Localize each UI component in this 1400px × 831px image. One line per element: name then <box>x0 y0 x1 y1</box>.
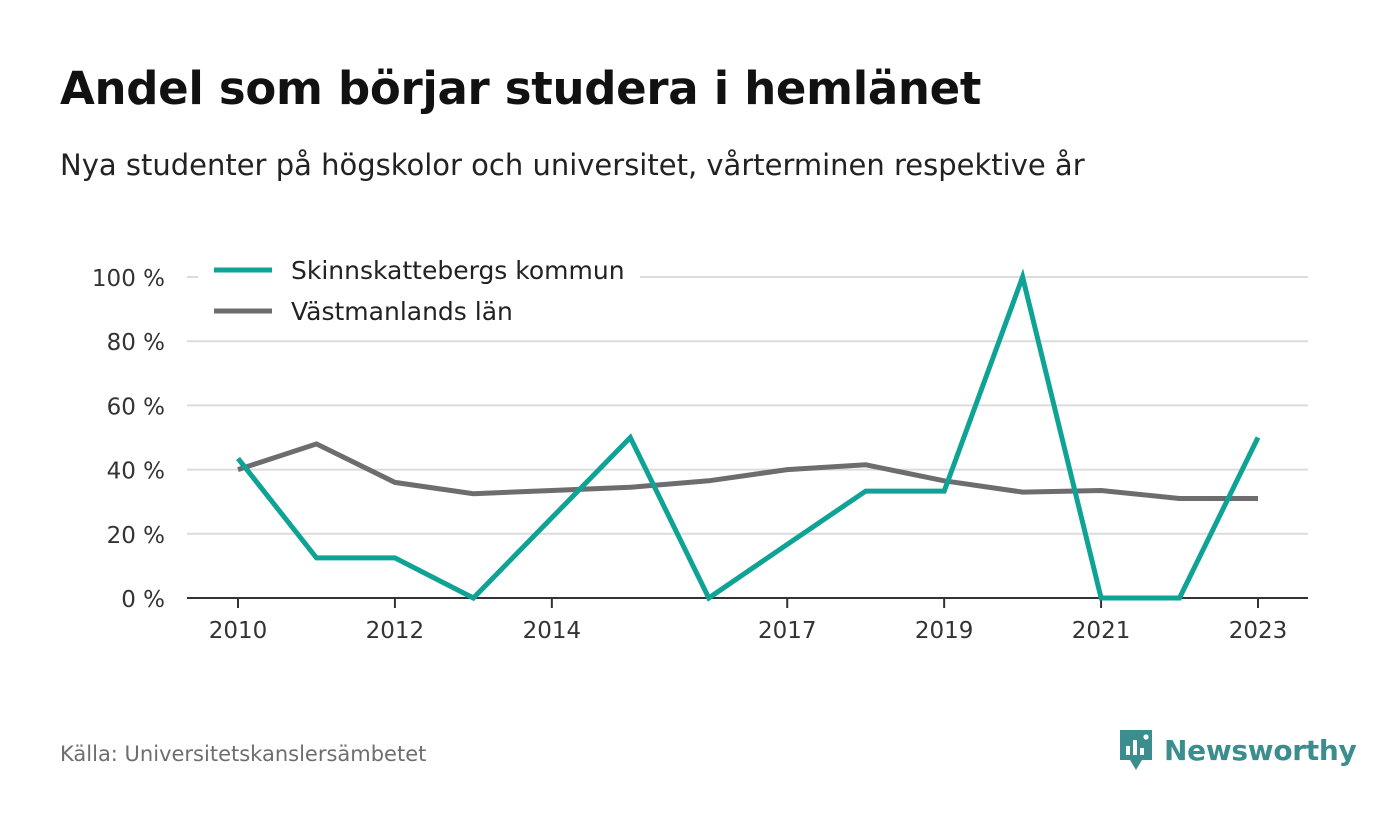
y-axis-ticks: 0 % 20 % 40 % 60 % 80 % 100 % <box>92 266 165 613</box>
chart-title: Andel som börjar studera i hemlänet <box>60 62 982 115</box>
legend-label: Skinnskattebergs kommun <box>291 256 625 285</box>
legend-label: Västmanlands län <box>291 297 513 326</box>
x-tick-label: 2014 <box>523 618 582 644</box>
brand-logo: Newsworthy <box>1118 727 1357 773</box>
chart-subtitle: Nya studenter på högskolor och universit… <box>60 148 1085 182</box>
series-line-1 <box>236 268 1261 602</box>
brand-name: Newsworthy <box>1164 733 1357 767</box>
legend: Skinnskattebergs kommun Västmanlands län <box>198 248 640 332</box>
x-tick-label: 2012 <box>366 618 425 644</box>
newsworthy-logo-icon <box>1120 730 1152 770</box>
x-axis-ticks: 2010 2012 2014 2017 2019 2021 2023 <box>209 598 1288 644</box>
series-lines <box>236 268 1261 602</box>
source-note: Källa: Universitetskanslersämbetet <box>60 742 427 766</box>
legend-background <box>198 248 640 332</box>
y-tick-label: 60 % <box>107 394 165 420</box>
y-tick-label: 40 % <box>107 459 165 485</box>
x-tick-label: 2023 <box>1229 618 1288 644</box>
y-tick-label: 80 % <box>107 330 165 356</box>
x-tick-label: 2017 <box>758 618 817 644</box>
series-line-2 <box>237 441 1258 501</box>
x-tick-label: 2010 <box>209 618 268 644</box>
x-tick-label: 2019 <box>915 618 974 644</box>
line-chart: 0 %20 %40 %60 %80 %100 % 2010 2012 2014 201… <box>91 248 1308 644</box>
y-tick-label: 20 % <box>107 523 165 549</box>
x-tick-label: 2021 <box>1072 618 1131 644</box>
y-tick-label: 0 % <box>121 587 165 613</box>
y-tick-label: 100 % <box>92 266 165 292</box>
